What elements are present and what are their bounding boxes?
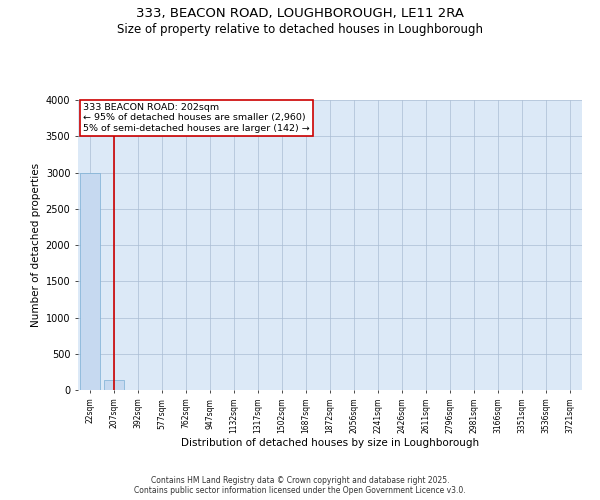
Bar	[104, 380, 124, 390]
X-axis label: Distribution of detached houses by size in Loughborough: Distribution of detached houses by size …	[181, 438, 479, 448]
Text: 333, BEACON ROAD, LOUGHBOROUGH, LE11 2RA: 333, BEACON ROAD, LOUGHBOROUGH, LE11 2RA	[136, 8, 464, 20]
Text: Size of property relative to detached houses in Loughborough: Size of property relative to detached ho…	[117, 22, 483, 36]
Text: 333 BEACON ROAD: 202sqm
← 95% of detached houses are smaller (2,960)
5% of semi-: 333 BEACON ROAD: 202sqm ← 95% of detache…	[83, 103, 310, 132]
Text: Contains HM Land Registry data © Crown copyright and database right 2025.
Contai: Contains HM Land Registry data © Crown c…	[134, 476, 466, 495]
Bar	[80, 172, 100, 390]
Y-axis label: Number of detached properties: Number of detached properties	[31, 163, 41, 327]
